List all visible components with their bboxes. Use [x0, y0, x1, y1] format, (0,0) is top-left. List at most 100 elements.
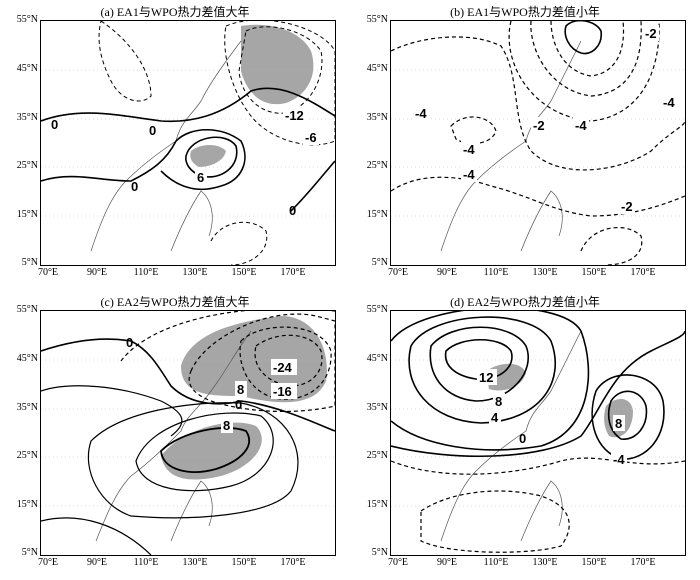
grid [391, 69, 685, 217]
lon-label: 130°E [532, 557, 558, 568]
lat-label: 35°N [366, 112, 388, 123]
contour-label: -4 [663, 95, 675, 110]
lon-label: 90°E [436, 267, 458, 278]
contour-label: -16 [273, 384, 292, 399]
label-box [643, 25, 659, 41]
lon-label: 130°E [182, 267, 208, 278]
coastline [520, 480, 563, 542]
contour-label: 0 [51, 117, 58, 132]
lat-label: 25°N [366, 450, 388, 461]
contours [41, 311, 335, 555]
contour-negative [530, 21, 642, 97]
contour-label: 0 [149, 123, 156, 138]
contour-label: 0 [519, 431, 526, 446]
contour-label: -4 [415, 106, 427, 121]
contour-label: 8 [223, 418, 230, 433]
contour-positive [41, 517, 152, 555]
lon-label: 170°E [280, 557, 306, 568]
grid [391, 359, 685, 507]
lon-label: 130°E [182, 557, 208, 568]
label-box [619, 198, 635, 214]
coastline [520, 190, 563, 252]
contour-zero [290, 160, 335, 212]
label-box [461, 141, 477, 157]
lon-label: 70°E [37, 557, 59, 568]
label-box [195, 169, 207, 185]
contour-negative [420, 490, 570, 553]
contour-labels: -2 -4 -4 -4 -2 -4 -4 -2 [413, 25, 677, 214]
label-box [611, 451, 627, 467]
contour-map: -24 -16 8 0 8 0 [41, 311, 335, 555]
contour-label: 0 [131, 179, 138, 194]
contour-label: -12 [285, 108, 304, 123]
lon-label: 70°E [387, 267, 409, 278]
contour-label: 0 [126, 335, 133, 350]
contour-label: -4 [575, 118, 587, 133]
lon-label: 110°E [133, 267, 159, 278]
contour-negative [239, 326, 332, 400]
contour-negative [391, 176, 685, 217]
lat-label: 55°N [366, 14, 388, 25]
panel-b: (b) EA1与WPO热力差值小年 55°N 45°N 35°N 25°N 15… [350, 0, 700, 290]
contours [391, 311, 685, 553]
shaded-region [190, 145, 226, 167]
lat-label: 25°N [366, 160, 388, 171]
panel-a: (a) EA1与WPO热力差值大年 55°N 45°N 35°N 25°N 15… [0, 0, 350, 290]
panel-title: (a) EA1与WPO热力差值大年 [100, 5, 250, 19]
contours [41, 21, 335, 265]
contours [391, 21, 685, 265]
label-box [303, 129, 319, 145]
contour-label: -24 [273, 360, 293, 375]
lat-label: 25°N [16, 160, 38, 171]
lon-label: 150°E [581, 267, 607, 278]
contour-map: 12 8 4 0 8 -4 [391, 311, 685, 553]
contour-positive [87, 402, 299, 519]
contour-closed [564, 21, 602, 55]
label-box [531, 117, 547, 133]
label-box [477, 369, 497, 385]
label-box [221, 417, 233, 433]
lat-label: 35°N [366, 402, 388, 413]
contour-label: 12 [479, 370, 493, 385]
label-box [461, 166, 477, 182]
contour-zero [41, 129, 246, 191]
lat-label: 15°N [366, 499, 388, 510]
lon-label: 90°E [86, 267, 108, 278]
coastline [170, 480, 213, 542]
contour-label: 6 [197, 170, 204, 185]
lat-label: 5°N [371, 547, 388, 558]
contour-negative [550, 21, 625, 77]
lon-label: 150°E [581, 557, 607, 568]
lon-label: 130°E [532, 267, 558, 278]
contour-zero [41, 338, 335, 432]
map-frame: -2 -4 -4 -4 -2 -4 -4 -2 [390, 20, 686, 266]
label-box [283, 107, 309, 123]
map-frame: 12 8 4 0 8 -4 [390, 310, 686, 556]
contour-positive [607, 390, 648, 440]
contour-positive [591, 374, 665, 460]
lon-label: 90°E [436, 557, 458, 568]
lat-label: 55°N [16, 14, 38, 25]
contour-negative [391, 457, 685, 475]
contour-positive [135, 412, 274, 492]
contour-label: -4 [463, 142, 475, 157]
contour-positive [444, 339, 513, 380]
contour-negative [210, 221, 268, 265]
lat-label: 15°N [16, 209, 38, 220]
lon-label: 170°E [630, 557, 656, 568]
contour-label: -4 [463, 167, 475, 182]
contour-labels: -12 -6 6 0 0 0 0 [51, 107, 319, 218]
contour-zero [391, 330, 685, 457]
lat-label: 5°N [371, 257, 388, 268]
contour-label: 4 [491, 410, 499, 425]
contour-positive [41, 385, 183, 437]
panel-d: (d) EA2与WPO热力差值小年 55°N 45°N 35°N 25°N 15… [350, 290, 700, 580]
contour-zero [41, 87, 335, 123]
label-box [413, 105, 429, 121]
contour-positive [391, 311, 590, 451]
lon-label: 110°E [483, 267, 509, 278]
contour-label: -6 [305, 130, 317, 145]
contour-negative [98, 21, 152, 102]
contour-label: -2 [645, 26, 657, 41]
contour-label: -2 [621, 199, 633, 214]
